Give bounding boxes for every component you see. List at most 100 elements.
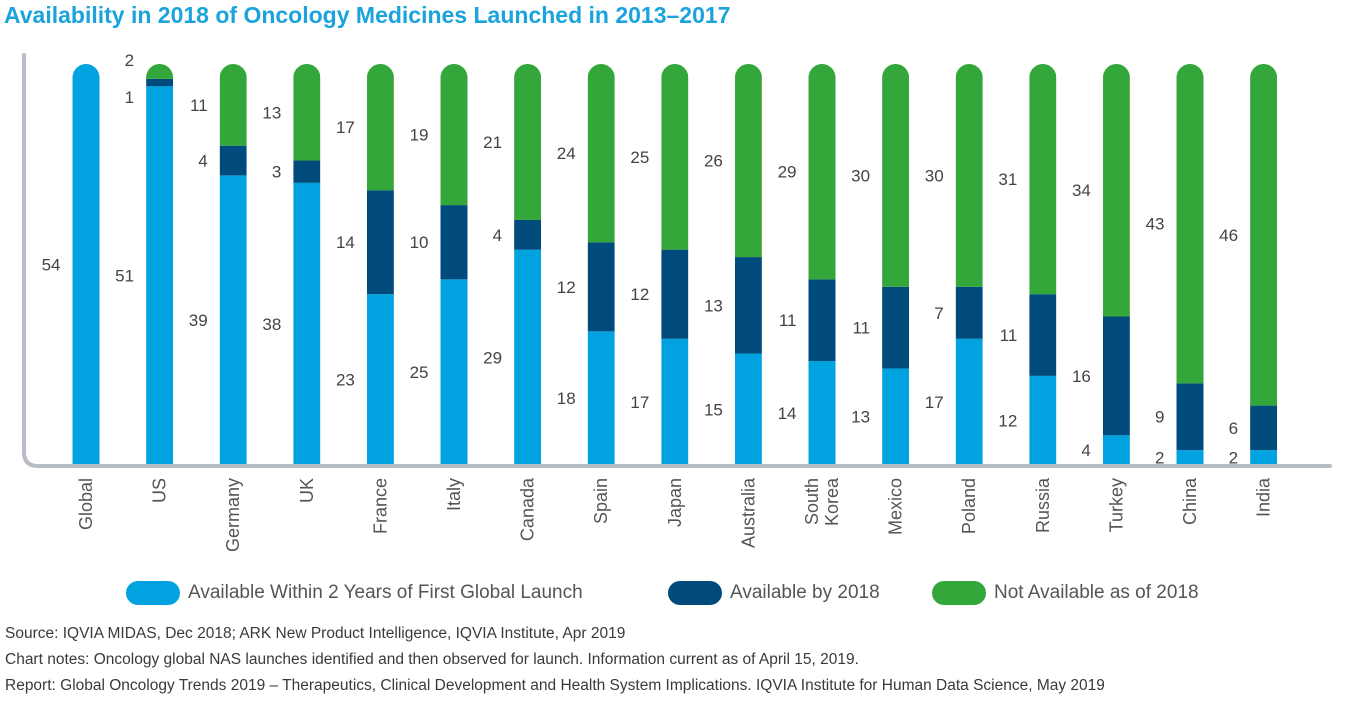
bar-segment [808,279,836,362]
bar-segment [219,175,247,465]
bar-china [1176,64,1204,465]
data-label: 16 [1072,367,1091,386]
data-label: 46 [1219,226,1238,245]
x-tick-label: Turkey [1106,478,1126,532]
bar-global [72,64,100,465]
data-label: 2 [1155,449,1164,468]
data-label: 4 [198,152,207,171]
bar-japan [661,64,689,465]
bar-germany [219,64,247,465]
data-label: 25 [410,363,429,382]
bar-segment [955,64,983,287]
x-tick-label: Canada [518,477,538,541]
data-label: 14 [336,233,355,252]
stacked-bar-chart: 5451123941138313231417251019294211812241… [22,51,1332,552]
data-label: 54 [42,256,61,275]
bar-turkey [1102,64,1130,465]
data-label: 10 [410,233,429,252]
bar-uk [293,64,321,465]
bar-segment [366,294,394,465]
legend: Available Within 2 Years of First Global… [0,578,1352,608]
legend-item: Not Available as of 2018 [932,578,1199,608]
bar-spain [587,64,615,465]
legend-swatch [932,581,986,605]
bar-segment [366,190,394,295]
bar-segment [146,86,174,466]
data-label: 17 [630,393,649,412]
data-label: 25 [630,148,649,167]
bar-mexico [882,64,910,465]
report-note: Report: Global Oncology Trends 2019 – Th… [5,677,1105,694]
x-tick-label: US [150,478,170,503]
bar-segment [587,64,615,243]
data-label: 17 [336,118,355,137]
bar-canada [514,64,542,465]
bar-segment [1102,64,1130,317]
bar-segment [146,64,174,79]
legend-label: Available Within 2 Years of First Global… [188,582,583,603]
data-label: 12 [630,285,649,304]
data-label: 12 [998,411,1017,430]
bar-segment [293,160,321,183]
bar-italy [440,64,468,465]
x-tick-label: Spain [591,478,611,524]
bar-segment [440,64,468,206]
data-label: 43 [1146,215,1165,234]
bar-segment [1102,435,1130,465]
x-tick-label: Germany [223,478,243,552]
chart-title: Availability in 2018 of Oncology Medicin… [4,2,731,28]
bars-layer: 5451123941138313231417251019294211812241… [42,51,1278,468]
data-label: 13 [704,296,723,315]
bar-segment [808,64,836,280]
bar-us [146,64,174,466]
x-tick-label: India [1254,477,1274,517]
bar-segment [587,242,615,332]
bar-segment [219,64,247,146]
x-tick-label: China [1180,477,1200,525]
data-label: 12 [557,278,576,297]
data-label: 17 [925,393,944,412]
bar-australia [734,64,762,465]
data-label: 18 [557,389,576,408]
bar-segment [1176,450,1204,465]
data-label: 14 [778,404,797,423]
x-tick-label: SouthKorea [802,477,842,526]
data-label: 29 [483,348,502,367]
axis-line [22,53,1332,468]
x-tick-label: Global [76,478,96,530]
data-label: 21 [483,133,502,152]
data-label: 26 [704,152,723,171]
bar-france [366,64,394,465]
bar-segment [808,361,836,465]
data-label: 24 [557,144,576,163]
bar-segment [440,279,468,465]
bar-segment [1029,64,1057,295]
bar-segment [955,338,983,465]
bar-segment [734,64,762,258]
bar-south-korea [808,64,836,465]
bar-segment [1176,383,1204,451]
data-label: 15 [704,400,723,419]
x-tick-label: Japan [665,478,685,527]
data-label: 19 [410,126,429,145]
data-label: 30 [851,166,870,185]
bar-segment [955,286,983,339]
bar-segment [514,64,542,220]
data-label: 11 [779,311,797,330]
data-label: 51 [115,267,134,286]
data-label: 13 [851,408,870,427]
legend-label: Not Available as of 2018 [994,582,1199,603]
x-tick-label: France [370,478,390,534]
bar-segment [661,249,689,339]
data-label: 4 [1081,441,1090,460]
bar-segment [1029,294,1057,376]
bar-segment [587,331,615,465]
bar-segment [661,338,689,465]
data-label: 11 [1000,326,1018,345]
bar-segment [882,368,910,465]
legend-item: Available by 2018 [668,578,880,608]
legend-swatch [126,581,180,605]
data-label: 2 [1229,449,1238,468]
bar-india [1250,64,1278,465]
bar-segment [1102,316,1130,436]
